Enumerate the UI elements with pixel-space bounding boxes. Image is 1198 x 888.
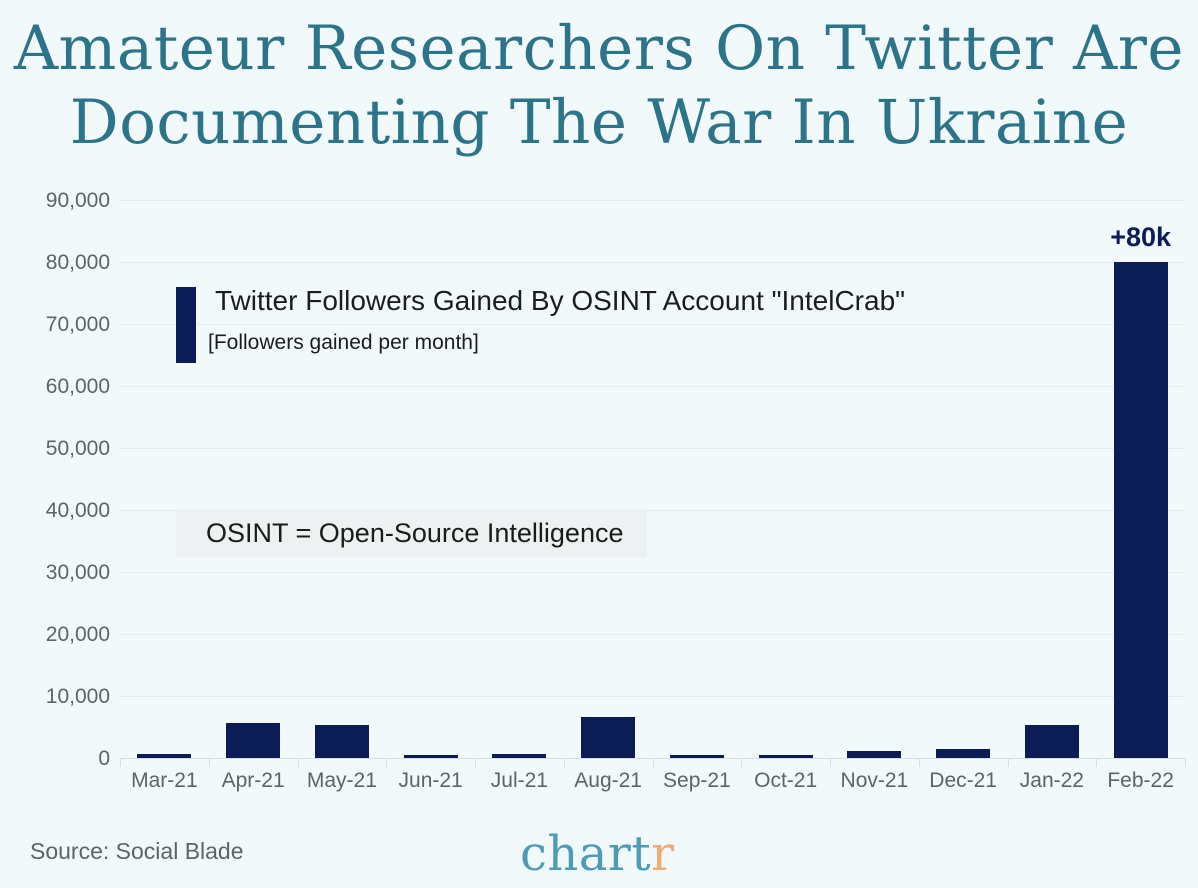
y-axis-tick-label: 0: [98, 747, 110, 770]
x-axis-tick: [208, 758, 210, 767]
chart-legend: Twitter Followers Gained By OSINT Accoun…: [176, 285, 996, 363]
x-axis-tick-label: Oct-21: [754, 769, 818, 792]
annotation-osint-definition: OSINT = Open-Source Intelligence: [176, 509, 648, 557]
chartr-logo: chartr: [520, 826, 675, 882]
y-axis-tick-label: 70,000: [45, 313, 110, 336]
x-axis-tick: [386, 758, 388, 767]
logo-text-main: chart: [520, 826, 652, 882]
y-axis-tick-label: 80,000: [45, 251, 110, 274]
x-axis-tick: [830, 758, 831, 767]
x-axis-tick: [120, 758, 121, 767]
x-axis-tick: [1007, 758, 1009, 767]
bar[interactable]: [847, 751, 902, 758]
x-axis-tick-label: Apr-21: [221, 769, 285, 792]
x-axis-tick-label: May-21: [306, 769, 377, 792]
legend-color-swatch: [176, 287, 196, 363]
gridline: [120, 510, 1185, 511]
bar[interactable]: [669, 755, 724, 758]
title-line-1: Amateur Researchers On Twitter Are: [14, 13, 1184, 84]
x-axis-tick: [1185, 758, 1186, 767]
x-axis-tick-label: Dec-21: [929, 769, 997, 792]
bar[interactable]: [936, 749, 991, 758]
y-axis-tick-label: 50,000: [45, 437, 110, 460]
bar-chart: +80k 0 10,000 20,000 30,000 40,000 50,000 60,0…: [0, 180, 1198, 800]
x-axis-tick-label: Mar-21: [131, 769, 198, 792]
x-axis-tick: [563, 758, 565, 767]
gridline: [120, 448, 1185, 449]
gridline: [120, 262, 1185, 263]
bar[interactable]: [137, 753, 192, 758]
x-axis-tick: [652, 758, 654, 767]
x-axis-tick: [918, 758, 920, 767]
bar[interactable]: [581, 717, 636, 758]
y-axis-tick-label: 10,000: [45, 685, 110, 708]
bar[interactable]: [226, 722, 281, 758]
bar[interactable]: [403, 755, 458, 758]
legend-title: Twitter Followers Gained By OSINT Accoun…: [215, 285, 906, 316]
x-axis-tick-label: Feb-22: [1107, 769, 1174, 792]
bar[interactable]: [758, 755, 813, 758]
logo-text-accent: r: [651, 826, 675, 882]
gridline: [120, 634, 1185, 635]
y-axis-tick-label: 60,000: [45, 375, 110, 398]
legend-subtitle: [Followers gained per month]: [208, 331, 479, 354]
plot-area: +80k: [120, 200, 1185, 759]
gridline: [120, 386, 1185, 387]
x-axis-tick: [475, 758, 476, 767]
bar[interactable]: [1113, 262, 1168, 758]
y-axis-tick-label: 90,000: [45, 189, 110, 212]
bar[interactable]: [1024, 724, 1079, 758]
y-axis-tick-label: 30,000: [45, 561, 110, 584]
title-line-2: Documenting The War In Ukraine: [69, 87, 1129, 158]
gridline: [120, 200, 1185, 201]
x-axis-tick-label: Nov-21: [840, 769, 909, 792]
bar[interactable]: [492, 754, 547, 758]
source-label: Source: Social Blade: [30, 838, 244, 864]
x-axis-tick: [297, 758, 299, 767]
x-axis-tick: [1096, 758, 1098, 767]
gridline: [120, 572, 1185, 573]
x-axis-tick-label: Jun-21: [398, 769, 463, 792]
gridline: [120, 324, 1185, 325]
x-axis-tick-label: Jan-22: [1019, 769, 1084, 792]
y-axis-tick-label: 40,000: [45, 499, 110, 522]
chart-footer: Source: Social Blade chartr: [0, 826, 1198, 888]
gridline: [120, 696, 1185, 697]
x-axis-tick-label: Sep-21: [663, 769, 731, 792]
bar-value-label: +80k: [1110, 222, 1172, 252]
x-axis-tick: [741, 758, 743, 767]
bar[interactable]: [314, 724, 369, 758]
page-title: Amateur Researchers On Twitter Are Docum…: [0, 12, 1198, 160]
x-axis-tick-label: Jul-21: [490, 769, 548, 792]
x-axis-tick-label: Aug-21: [574, 769, 642, 792]
y-axis-tick-label: 20,000: [45, 623, 110, 646]
